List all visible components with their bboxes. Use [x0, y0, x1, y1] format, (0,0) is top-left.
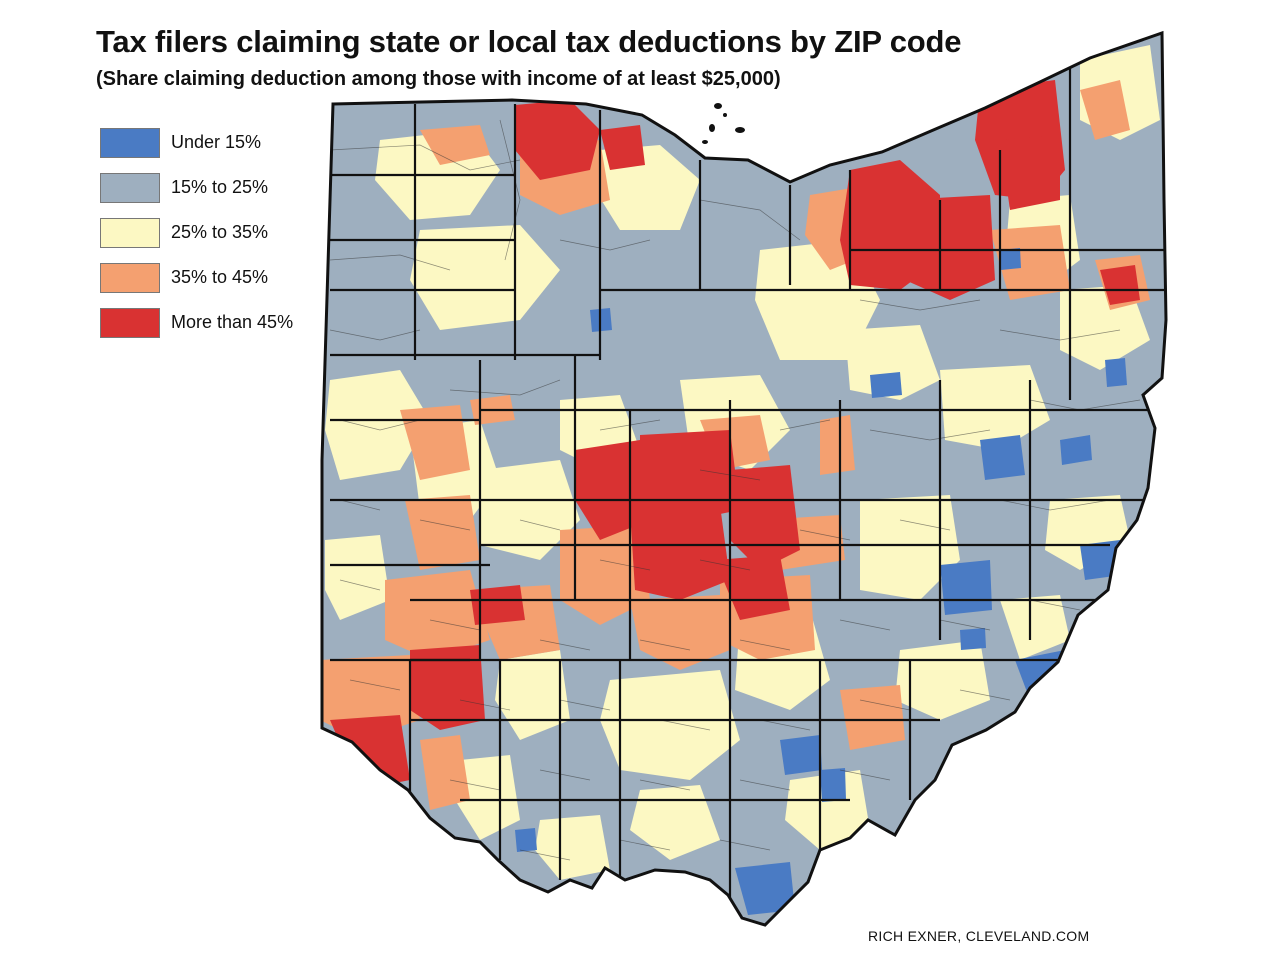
- legend-swatch-35-45: [100, 263, 160, 293]
- legend-swatch-15-25: [100, 173, 160, 203]
- map-credit: RICH EXNER, CLEVELAND.COM: [868, 928, 1090, 944]
- zip-regions: [322, 45, 1165, 915]
- legend-swatch-under-15: [100, 128, 160, 158]
- legend-label-35-45: 35% to 45%: [171, 267, 269, 287]
- lake-erie-islands: [702, 103, 745, 144]
- map-subtitle: (Share claiming deduction among those wi…: [96, 68, 781, 90]
- legend-label-15-25: 15% to 25%: [171, 177, 269, 197]
- map-title: Tax filers claiming state or local tax d…: [96, 24, 962, 59]
- legend-swatch-25-35: [100, 218, 160, 248]
- legend-swatch-over-45: [100, 308, 160, 338]
- county-boundary-lines: [330, 60, 1165, 900]
- zip-regions-over-45: [330, 80, 1140, 790]
- legend-label-25-35: 25% to 35%: [171, 222, 269, 242]
- legend-label-under-15: Under 15%: [171, 132, 262, 152]
- legend-label-over-45: More than 45%: [171, 312, 294, 332]
- ohio-state-outline: [320, 30, 1168, 927]
